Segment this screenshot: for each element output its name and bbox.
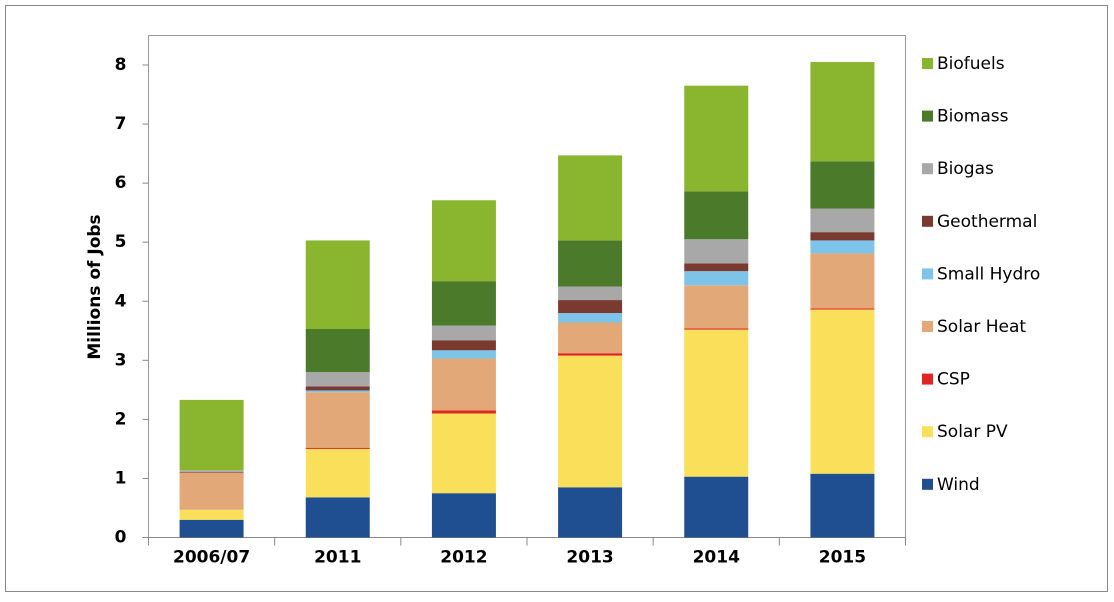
- bar-segment: [431, 325, 496, 341]
- bar-segment: [179, 399, 244, 471]
- y-tick-label: 4: [115, 291, 127, 311]
- y-tick-label: 6: [115, 173, 127, 193]
- bar-segment: [179, 509, 244, 520]
- y-tick-label: 3: [115, 350, 127, 370]
- bar-segment: [810, 161, 875, 209]
- bar-segment: [810, 473, 875, 538]
- bar-segment: [431, 281, 496, 326]
- legend-swatch: [922, 373, 933, 385]
- x-tick-label: 2015: [819, 548, 866, 568]
- bar-segment: [810, 308, 875, 310]
- bar-segment: [558, 487, 623, 538]
- bar-segment: [558, 355, 623, 488]
- bar-segment: [431, 493, 496, 538]
- x-tick-label: 2011: [314, 548, 361, 568]
- bar-segment: [684, 328, 749, 330]
- legend-swatch: [922, 110, 933, 122]
- bar-segment: [684, 263, 749, 272]
- bar-segment: [558, 300, 623, 314]
- legend-label: Wind: [937, 475, 980, 495]
- y-tick-label: 8: [115, 55, 127, 75]
- y-tick-label: 0: [115, 528, 127, 548]
- bar-segment: [305, 240, 370, 330]
- legend-label: CSP: [937, 370, 970, 390]
- x-tick-label: 2013: [566, 548, 613, 568]
- bar-segment: [558, 322, 623, 354]
- bar-segment: [810, 309, 875, 474]
- legend-swatch: [922, 58, 933, 69]
- y-tick-label: 5: [115, 232, 127, 252]
- legend-swatch: [922, 268, 933, 280]
- legend-label: Solar Heat: [937, 317, 1026, 337]
- x-tick-label: 2014: [693, 548, 740, 568]
- y-tick-label: 7: [115, 114, 127, 134]
- plot-area: [148, 35, 906, 538]
- bar-segment: [558, 353, 623, 356]
- bar-segment: [684, 85, 749, 192]
- bar-segment: [684, 329, 749, 477]
- bar-segment: [431, 410, 496, 414]
- bar-segment: [179, 471, 244, 473]
- bar-segment: [558, 240, 623, 287]
- bar-segment: [179, 519, 244, 538]
- bar-segment: [431, 413, 496, 494]
- bar-segment: [305, 386, 370, 391]
- bar-segment: [305, 497, 370, 538]
- bar-segment: [684, 239, 749, 264]
- legend-label: Biofuels: [937, 54, 1005, 74]
- bar-segment: [810, 62, 875, 162]
- legend-swatch: [922, 426, 933, 438]
- bar-segment: [684, 476, 749, 538]
- bar-segment: [810, 208, 875, 233]
- x-tick-label: 2012: [440, 548, 487, 568]
- legend-label: Geothermal: [937, 212, 1037, 232]
- bar-segment: [305, 390, 370, 393]
- y-tick-label: 1: [115, 468, 127, 488]
- legend-swatch: [922, 321, 933, 332]
- bar-segment: [305, 329, 370, 373]
- y-axis-label: Millions of Jobs: [85, 214, 105, 359]
- legend-swatch: [922, 478, 933, 490]
- bar-segment: [431, 350, 496, 359]
- legend-swatch: [922, 163, 933, 175]
- bar-segment: [684, 285, 749, 329]
- bar-segment: [305, 447, 370, 449]
- bar-segment: [431, 358, 496, 411]
- bar-segment: [810, 253, 875, 309]
- bar-segment: [558, 313, 623, 323]
- bar-segment: [305, 392, 370, 448]
- bar-segment: [179, 470, 244, 472]
- bar-segment: [305, 448, 370, 498]
- bar-segment: [305, 372, 370, 387]
- legend-label: Solar PV: [937, 422, 1008, 442]
- bar-segment: [810, 240, 875, 254]
- legend-label: Biogas: [937, 159, 994, 179]
- legend-label: Small Hydro: [937, 264, 1040, 284]
- bar-segment: [684, 191, 749, 240]
- legend-swatch: [922, 215, 933, 227]
- y-tick-label: 2: [115, 409, 127, 429]
- bar-segment: [558, 155, 623, 241]
- bar-segment: [431, 340, 496, 351]
- legend-label: Biomass: [937, 107, 1009, 127]
- bar-segment: [431, 200, 496, 282]
- bar-segment: [810, 232, 875, 241]
- bar-segment: [684, 271, 749, 286]
- x-tick-label: 2006/07: [173, 548, 250, 568]
- bar-segment: [179, 472, 244, 510]
- bar-segment: [558, 286, 623, 301]
